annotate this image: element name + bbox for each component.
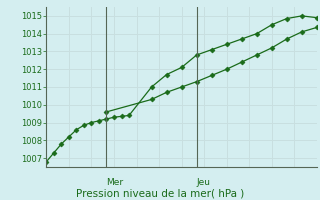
Text: Pression niveau de la mer( hPa ): Pression niveau de la mer( hPa ) [76,188,244,198]
Text: Jeu: Jeu [196,178,211,187]
Text: Mer: Mer [107,178,124,187]
